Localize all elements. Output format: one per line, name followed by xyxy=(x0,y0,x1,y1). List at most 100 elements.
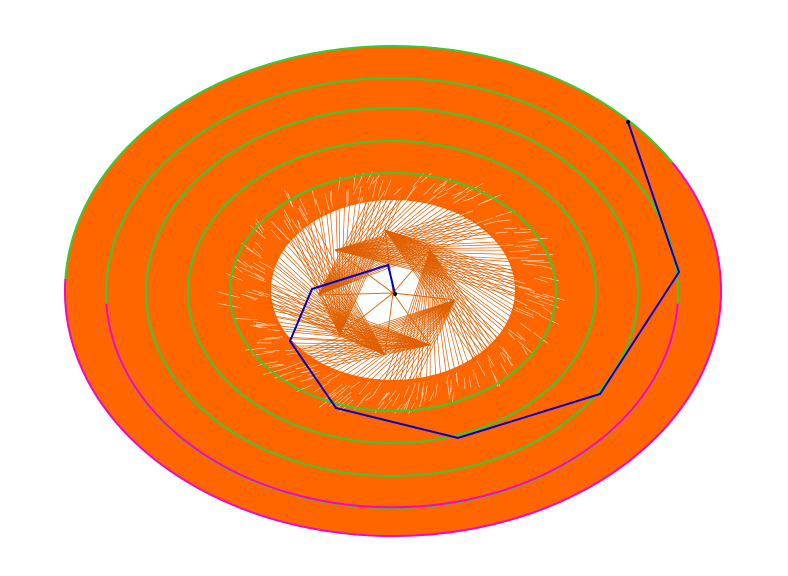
hatch-line xyxy=(538,314,560,325)
hatch-line xyxy=(494,231,509,234)
hatch-line xyxy=(372,180,377,198)
triangulation-edge xyxy=(334,220,475,251)
hatch-line xyxy=(522,246,536,249)
ring-boundary xyxy=(145,107,639,477)
hatch-line xyxy=(252,351,275,356)
hatch-line xyxy=(461,197,474,202)
hatch-line xyxy=(335,385,351,399)
triangulation-edge xyxy=(309,221,341,336)
triangulation-edge xyxy=(334,214,467,251)
hatch-line xyxy=(236,258,248,268)
hatch-line xyxy=(508,250,530,253)
hatch-line xyxy=(533,295,554,302)
triangulation-edge xyxy=(339,200,377,336)
triangulation-edge xyxy=(429,249,489,351)
hatch-line xyxy=(495,210,515,217)
triangulation-edge xyxy=(334,249,514,271)
hatch-line xyxy=(502,346,510,357)
hatch-line xyxy=(358,185,362,200)
hatch-line xyxy=(257,361,278,366)
hatch-line xyxy=(377,180,384,197)
hatch-line xyxy=(420,172,432,183)
triangulation-edge xyxy=(391,299,456,383)
hatch-line xyxy=(508,329,523,340)
hatch-line xyxy=(517,240,540,243)
hatch-line xyxy=(483,220,499,225)
triangulation-edge xyxy=(292,344,431,347)
triangulation-edge xyxy=(296,344,431,349)
hatch-line xyxy=(522,263,541,266)
triangulation-edge xyxy=(266,280,386,356)
triangulation-edge xyxy=(429,249,486,354)
triangulation-edge xyxy=(334,249,509,260)
triangulation-edge xyxy=(339,197,403,336)
hatch-line xyxy=(538,300,560,309)
hatch-line xyxy=(263,350,280,353)
hatch-line xyxy=(311,190,317,206)
hatch-line xyxy=(423,182,436,196)
hatch-line xyxy=(515,307,534,316)
hatch-line xyxy=(250,265,266,274)
triangulation-edge xyxy=(266,292,386,356)
hatch-line xyxy=(255,222,263,234)
triangulation-edge xyxy=(334,231,490,251)
hatch-line xyxy=(424,195,436,206)
triangulation-edge xyxy=(270,277,386,356)
triangulation-edge xyxy=(299,230,341,336)
second-boundary-arc xyxy=(105,303,679,509)
hatch-line xyxy=(359,380,371,395)
hatch-line xyxy=(289,223,296,234)
hatch-line xyxy=(533,332,548,344)
hatch-line xyxy=(324,193,330,211)
hatch-line xyxy=(217,303,241,308)
hatch-line xyxy=(503,227,517,229)
hatch-line xyxy=(519,322,532,332)
hatch-line xyxy=(403,385,410,398)
hatch-line xyxy=(507,331,516,341)
triangulation-edge xyxy=(275,253,386,356)
spiral-arm-edge xyxy=(334,249,394,294)
hatch-line xyxy=(235,318,259,321)
triangulation-edge xyxy=(412,299,456,381)
hatch-line xyxy=(248,274,266,283)
hatch-line xyxy=(330,189,333,201)
triangulation-edge xyxy=(289,237,386,356)
hatch-line xyxy=(529,291,550,298)
hatch-line xyxy=(241,294,258,300)
triangulation-edge xyxy=(301,344,431,352)
triangulation-edge xyxy=(295,235,386,356)
hatch-line xyxy=(416,382,420,400)
hatch-line xyxy=(268,363,283,366)
hatch-line xyxy=(542,293,566,301)
hatch-line xyxy=(300,377,313,382)
spiral-arm-edge xyxy=(339,292,394,336)
triangulation-edge xyxy=(339,201,367,336)
hatch-line xyxy=(368,177,374,190)
hatch-line xyxy=(514,231,531,234)
hatch-line xyxy=(298,205,309,222)
hatch-line xyxy=(453,193,469,204)
hatch-line xyxy=(446,374,449,384)
hatch-line xyxy=(254,272,265,280)
triangulation-edge xyxy=(288,241,386,356)
hatch-line xyxy=(239,266,256,275)
triangulation-edge xyxy=(317,222,482,296)
triangulation-edge xyxy=(334,249,516,278)
triangulation-edge xyxy=(265,288,386,356)
hatch-line xyxy=(252,248,262,257)
triangulation-edge xyxy=(407,299,456,382)
triangulation-edge xyxy=(339,199,382,336)
hatch-line xyxy=(249,324,262,329)
triangulation-edge xyxy=(334,210,464,251)
hatch-line xyxy=(296,384,313,393)
hatch-line xyxy=(500,363,510,377)
hatch-line xyxy=(405,395,412,412)
triangulation-edge xyxy=(417,299,456,379)
hatch-line xyxy=(320,372,334,381)
hatch-line xyxy=(252,262,266,271)
hatch-line xyxy=(270,229,281,241)
triangulation-edge xyxy=(294,232,341,336)
hatch-line xyxy=(436,192,448,199)
triangulation-edge xyxy=(334,249,514,263)
